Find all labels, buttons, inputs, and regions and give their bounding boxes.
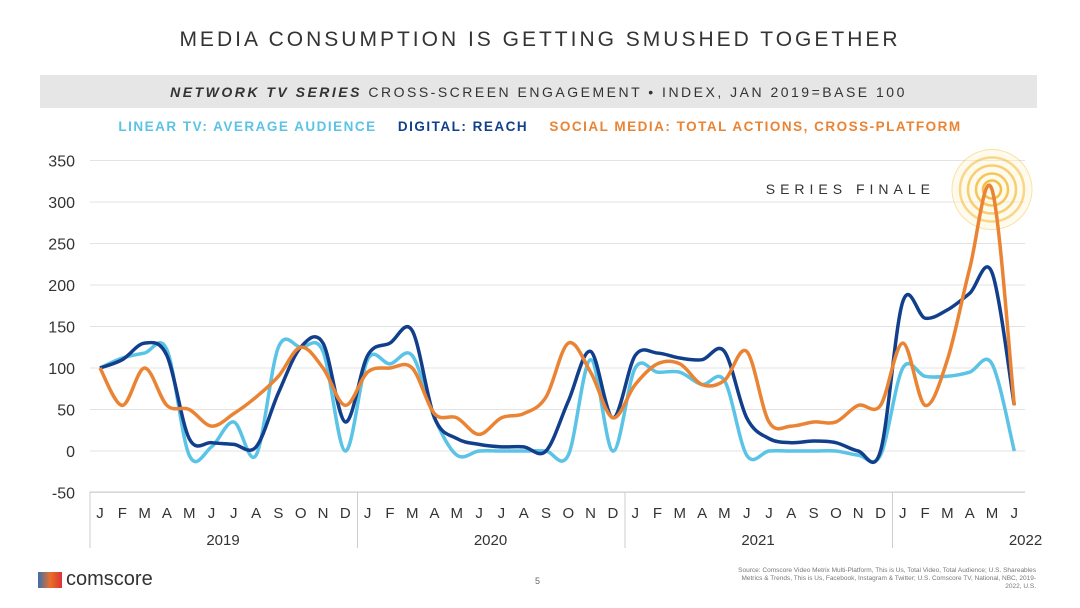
x-tick-label: O — [562, 505, 574, 522]
year-label: 2021 — [741, 532, 774, 549]
x-tick-label: M — [406, 505, 419, 522]
year-label: 2020 — [474, 532, 507, 549]
digital-reach-line — [99, 265, 1017, 465]
x-tick-label: O — [295, 505, 307, 522]
linear-tv-line — [99, 337, 1016, 464]
legend-linear: LINEAR TV: AVERAGE AUDIENCE — [118, 119, 377, 134]
x-tick-label: D — [607, 505, 618, 522]
x-tick-label: M — [138, 505, 151, 522]
y-tick-label: 50 — [57, 403, 75, 420]
brand-name: comscore — [66, 568, 153, 590]
x-tick-label: M — [451, 505, 464, 522]
legend: LINEAR TV: AVERAGE AUDIENCE DIGITAL: REA… — [0, 119, 1080, 134]
y-tick-label: -50 — [52, 486, 75, 503]
x-tick-label: F — [118, 505, 127, 522]
x-tick-label: J — [765, 505, 773, 522]
x-tick-label: N — [585, 505, 596, 522]
x-tick-label: N — [853, 505, 864, 522]
legend-social: SOCIAL MEDIA: TOTAL ACTIONS, CROSS-PLATF… — [549, 119, 962, 134]
x-tick-label: A — [162, 505, 172, 522]
x-tick-label: M — [986, 505, 999, 522]
y-tick-label: 0 — [66, 444, 75, 461]
x-tick-label: O — [830, 505, 842, 522]
year-label: 2019 — [206, 532, 239, 549]
x-tick-label: M — [718, 505, 731, 522]
x-tick-label: S — [541, 505, 551, 522]
x-tick-label: F — [385, 505, 394, 522]
x-tick-label: N — [318, 505, 329, 522]
comscore-logo: comscore — [38, 568, 153, 591]
x-tick-label: J — [208, 505, 216, 522]
y-tick-label: 300 — [48, 195, 75, 212]
x-tick-label: J — [475, 505, 483, 522]
x-tick-label: J — [631, 505, 639, 522]
x-tick-label: J — [96, 505, 104, 522]
x-tick-label: A — [429, 505, 439, 522]
x-tick-label: S — [809, 505, 819, 522]
x-tick-label: A — [251, 505, 261, 522]
x-tick-label: J — [743, 505, 751, 522]
x-tick-label: M — [674, 505, 687, 522]
y-tick-label: 100 — [48, 361, 75, 378]
logo-mark-icon — [38, 571, 62, 588]
x-tick-label: A — [965, 505, 975, 522]
x-tick-label: M — [183, 505, 196, 522]
x-tick-label: A — [519, 505, 529, 522]
finale-ring-icon — [981, 179, 1003, 200]
x-tick-label: F — [921, 505, 930, 522]
x-tick-label: M — [941, 505, 954, 522]
y-tick-label: 150 — [48, 320, 75, 337]
subtitle-text: CROSS-SCREEN ENGAGEMENT • INDEX, JAN 201… — [361, 84, 907, 100]
x-tick-label: D — [875, 505, 886, 522]
x-tick-label: F — [653, 505, 662, 522]
x-tick-label: J — [230, 505, 238, 522]
finale-ring-icon — [958, 156, 1026, 223]
y-tick-label: 350 — [48, 154, 75, 171]
x-tick-label: A — [697, 505, 707, 522]
finale-ring-icon — [974, 172, 1010, 207]
x-tick-label: J — [1011, 505, 1019, 522]
chart-subtitle: NETWORK TV SERIES CROSS-SCREEN ENGAGEMEN… — [40, 75, 1037, 108]
y-tick-label: 200 — [48, 278, 75, 295]
annotation-series-finale: SERIES FINALE — [766, 181, 935, 197]
x-tick-label: J — [498, 505, 506, 522]
legend-digital: DIGITAL: REACH — [397, 119, 529, 134]
source-note: Source: Comscore Video Metrix Multi-Plat… — [738, 567, 1036, 590]
y-tick-label: 250 — [48, 237, 75, 254]
x-tick-label: J — [364, 505, 372, 522]
social-media-line — [98, 183, 1017, 437]
x-tick-label: J — [899, 505, 907, 522]
x-tick-label: D — [340, 505, 351, 522]
year-label: 2022 — [1009, 532, 1042, 549]
finale-ring-icon — [966, 164, 1018, 215]
x-tick-label: A — [786, 505, 796, 522]
chart-title: MEDIA CONSUMPTION IS GETTING SMUSHED TOG… — [179, 28, 901, 51]
x-tick-label: S — [273, 505, 283, 522]
page-number: 5 — [535, 576, 541, 586]
subtitle-emphasis: NETWORK TV SERIES — [170, 84, 362, 100]
